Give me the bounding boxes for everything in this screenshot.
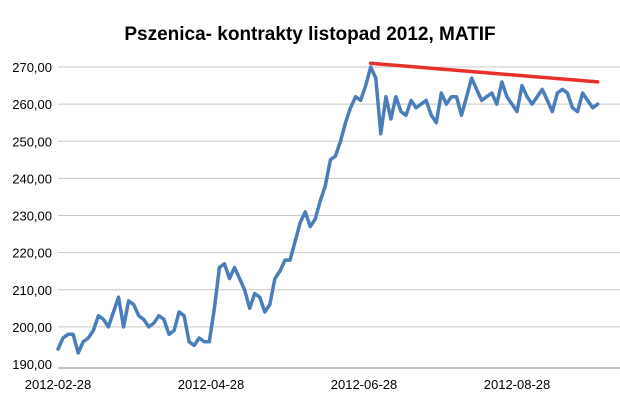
x-tick-label: 2012-08-28	[484, 377, 551, 392]
chart-title: Pszenica- kontrakty listopad 2012, MATIF	[124, 24, 495, 45]
x-tick-label: 2012-06-28	[331, 377, 398, 392]
y-tick-labels: 190,00 200,00 210,00 220,00 230,00 240,00 250,…	[12, 60, 52, 372]
x-tick-labels: 2012-02-28 2012-04-28 2012-06-28 2012-08-28	[25, 377, 551, 392]
y-tick-label: 220,00	[12, 246, 52, 261]
y-tick-label: 260,00	[12, 97, 52, 112]
x-tick-label: 2012-02-28	[25, 377, 92, 392]
y-tick-label: 210,00	[12, 283, 52, 298]
grid-lines	[58, 66, 620, 328]
y-tick-label: 270,00	[12, 60, 52, 75]
x-tick-label: 2012-04-28	[178, 377, 245, 392]
y-tick-label: 250,00	[12, 134, 52, 149]
series-line	[56, 65, 600, 355]
y-tick-label: 240,00	[12, 171, 52, 186]
y-tick-label: 200,00	[12, 320, 52, 335]
y-tick-label: 230,00	[12, 209, 52, 224]
series-layer	[56, 61, 600, 355]
y-tick-label: 190,00	[12, 357, 52, 372]
trend-line	[368, 61, 600, 84]
